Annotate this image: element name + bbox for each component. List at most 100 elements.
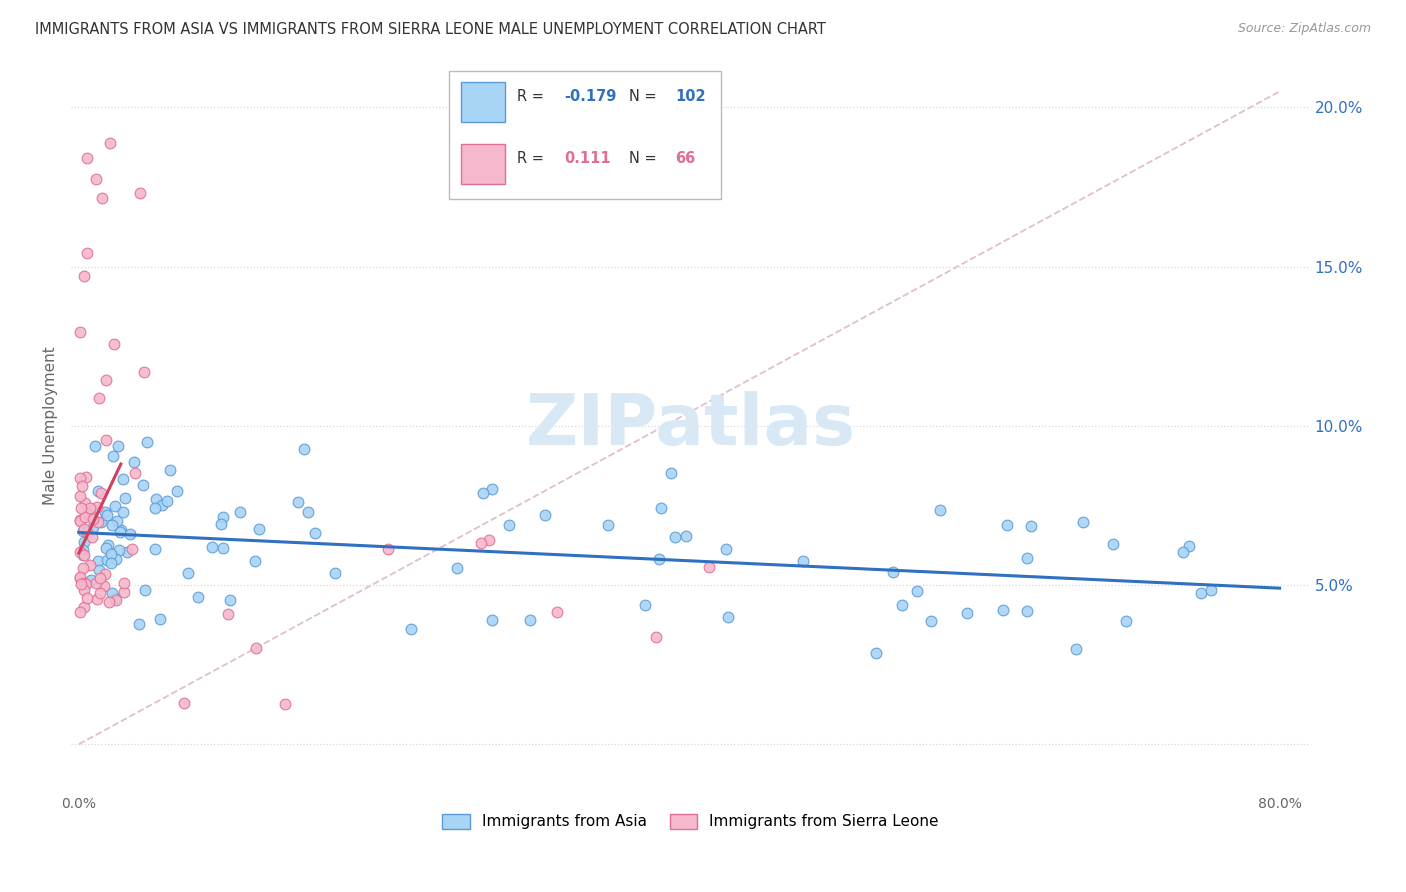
Point [79,558,101,572]
Point [132,477,155,491]
Point [103,449,125,463]
Text: 102: 102 [676,88,706,103]
Point [173,696,195,710]
Point [72,535,94,549]
Point [446,561,468,575]
Point [1171,545,1194,559]
Point [323,566,346,580]
Point [76,524,98,539]
Text: 0.111: 0.111 [564,151,610,166]
Point [86,592,108,607]
Point [1015,604,1038,618]
Point [87,515,110,529]
Text: -0.179: -0.179 [564,88,617,103]
Point [228,505,250,519]
Point [70,479,93,493]
Point [661,467,683,481]
Point [218,593,240,607]
Point [87,484,110,499]
Point [128,186,150,200]
Point [90,486,112,500]
Point [187,590,209,604]
Point [145,492,167,507]
Text: N =: N = [628,151,661,166]
Point [112,575,135,590]
Point [105,593,128,607]
Text: N =: N = [628,88,661,103]
Point [89,563,111,577]
Point [105,514,128,528]
Point [136,434,159,449]
Point [90,516,112,530]
Point [94,566,117,581]
FancyBboxPatch shape [461,81,505,122]
Point [115,545,138,559]
Point [100,547,122,561]
Point [90,191,112,205]
Point [304,526,326,541]
Point [534,508,557,522]
Point [470,535,492,549]
Point [112,472,135,486]
Point [716,541,738,556]
Point [97,538,120,552]
Point [377,541,399,556]
Point [882,565,904,579]
Point [93,579,115,593]
Point [76,591,98,606]
FancyBboxPatch shape [449,70,721,199]
Point [76,245,98,260]
Point [159,463,181,477]
Point [94,505,117,519]
Point [1189,586,1212,600]
Point [69,577,91,591]
Point [73,510,96,524]
Point [89,571,111,585]
Point [89,391,111,405]
Point [103,336,125,351]
Point [211,541,233,556]
Text: IMMIGRANTS FROM ASIA VS IMMIGRANTS FROM SIERRA LEONE MALE UNEMPLOYMENT CORRELATI: IMMIGRANTS FROM ASIA VS IMMIGRANTS FROM … [35,22,827,37]
Legend: Immigrants from Asia, Immigrants from Sierra Leone: Immigrants from Asia, Immigrants from Si… [436,808,945,836]
Point [134,582,156,597]
Point [274,697,297,711]
Point [118,526,141,541]
Point [145,500,167,515]
Point [124,466,146,480]
Point [73,548,96,562]
Point [89,585,111,599]
FancyBboxPatch shape [461,144,505,184]
Point [664,530,686,544]
Point [104,552,127,566]
Point [166,483,188,498]
Point [101,586,124,600]
Point [110,525,132,540]
Point [1199,582,1222,597]
Point [697,559,720,574]
Point [1178,539,1201,553]
Point [792,554,814,568]
Point [69,471,91,485]
Point [69,544,91,558]
Point [675,529,697,543]
Point [991,602,1014,616]
Point [98,136,121,150]
Point [104,499,127,513]
Point [79,508,101,523]
Point [1102,537,1125,551]
Point [292,442,315,457]
Point [177,566,200,581]
Point [156,494,179,508]
Point [82,512,104,526]
Point [76,151,98,165]
Point [149,612,172,626]
Point [1073,516,1095,530]
Point [891,599,914,613]
Point [96,541,118,555]
Text: R =: R = [517,151,548,166]
Point [209,517,232,532]
Point [80,530,103,544]
Point [201,541,224,555]
Point [75,496,97,510]
Point [72,560,94,574]
